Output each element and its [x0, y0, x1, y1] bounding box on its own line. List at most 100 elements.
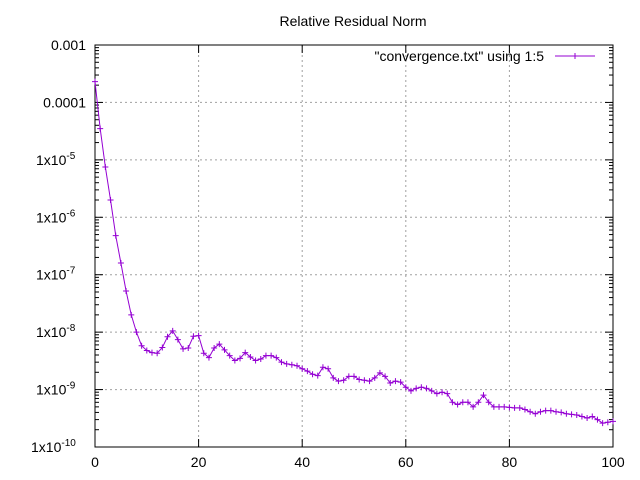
legend-marker [572, 53, 578, 59]
data-point [185, 344, 192, 351]
data-point [516, 404, 523, 411]
data-point [335, 378, 342, 385]
data-point [180, 345, 187, 352]
data-point [537, 408, 544, 415]
data-point [521, 406, 528, 413]
x-tick-label: 40 [294, 454, 310, 470]
data-point [257, 356, 264, 363]
data-point [262, 352, 269, 359]
data-point [154, 350, 161, 357]
data-point [382, 373, 389, 380]
data-point [117, 259, 124, 266]
data-point [464, 399, 471, 406]
data-point [92, 78, 98, 85]
data-point [283, 360, 290, 367]
data-point [190, 333, 197, 340]
data-point [221, 346, 228, 353]
data-point [304, 368, 311, 375]
axis-ticks [94, 44, 614, 448]
x-tick-label: 100 [601, 454, 625, 470]
data-point [211, 344, 218, 351]
data-point [532, 410, 539, 417]
y-tick-label: 1x10-9 [36, 381, 76, 398]
data-point [148, 349, 155, 356]
data-point [511, 404, 518, 411]
data-point [356, 376, 363, 383]
data-point [351, 373, 357, 380]
data-point [407, 387, 414, 394]
data-point [439, 389, 446, 396]
data-point [247, 353, 254, 360]
data-point [226, 352, 233, 359]
data-point [485, 399, 492, 406]
legend-label-convergence: "convergence.txt" using 1:5 [375, 48, 545, 64]
legend: "convergence.txt" using 1:5 [375, 48, 595, 64]
data-point [268, 352, 275, 359]
data-point [444, 390, 451, 397]
x-tick-label: 20 [191, 454, 207, 470]
data-point [314, 372, 321, 379]
data-point [584, 414, 591, 421]
data-point [578, 413, 585, 420]
data-point [366, 378, 373, 385]
x-tick-label: 60 [398, 454, 414, 470]
data-point [599, 420, 606, 427]
data-point [345, 373, 352, 380]
data-point [433, 390, 440, 397]
y-tick-label: 1x10-10 [31, 438, 76, 455]
data-point [428, 387, 435, 394]
data-point [568, 411, 575, 418]
data-point [164, 333, 171, 340]
data-point [123, 288, 130, 295]
y-tick-label: 1x10-8 [36, 323, 76, 340]
data-point [563, 410, 570, 417]
data-point [169, 327, 176, 334]
data-point [371, 374, 378, 381]
data-point [449, 399, 456, 406]
data-point [299, 365, 306, 372]
y-tick-label: 0.0001 [43, 94, 86, 110]
data-point [252, 357, 259, 364]
data-point [133, 329, 140, 336]
data-point [205, 354, 212, 361]
y-tick-label: 1x10-6 [36, 208, 76, 225]
data-point [174, 336, 181, 343]
data-point [402, 384, 409, 391]
data-point [143, 347, 150, 354]
x-tick-label: 0 [91, 454, 99, 470]
data-point [480, 392, 487, 399]
grid [95, 45, 613, 447]
data-point [294, 362, 301, 369]
data-point [413, 385, 420, 392]
series-convergence [92, 78, 616, 427]
data-point [496, 403, 503, 410]
data-point [361, 377, 368, 384]
data-point [376, 369, 383, 376]
y-tick-label: 1x10-7 [36, 266, 76, 283]
data-point [112, 232, 119, 239]
data-point [278, 359, 285, 366]
data-point [309, 371, 316, 378]
data-point [319, 364, 326, 371]
data-point [423, 385, 430, 392]
data-point [553, 408, 560, 415]
data-point [542, 407, 549, 414]
data-point [195, 332, 202, 339]
data-point [242, 349, 249, 356]
x-tick-label: 80 [502, 454, 518, 470]
y-axis-tick-labels: 0.001 0.0001 1x10-5 1x10-6 1x10-7 1x10-8 1x10-… [31, 37, 86, 455]
data-point [418, 384, 425, 391]
plot-area-border [94, 44, 614, 448]
data-point [288, 361, 295, 368]
data-point [573, 412, 580, 419]
data-point [454, 401, 461, 408]
data-point [470, 403, 477, 410]
data-point [97, 125, 104, 132]
data-point [604, 419, 611, 426]
data-point [397, 379, 404, 386]
data-point [340, 377, 347, 384]
data-point [387, 380, 394, 387]
data-point [547, 407, 554, 414]
